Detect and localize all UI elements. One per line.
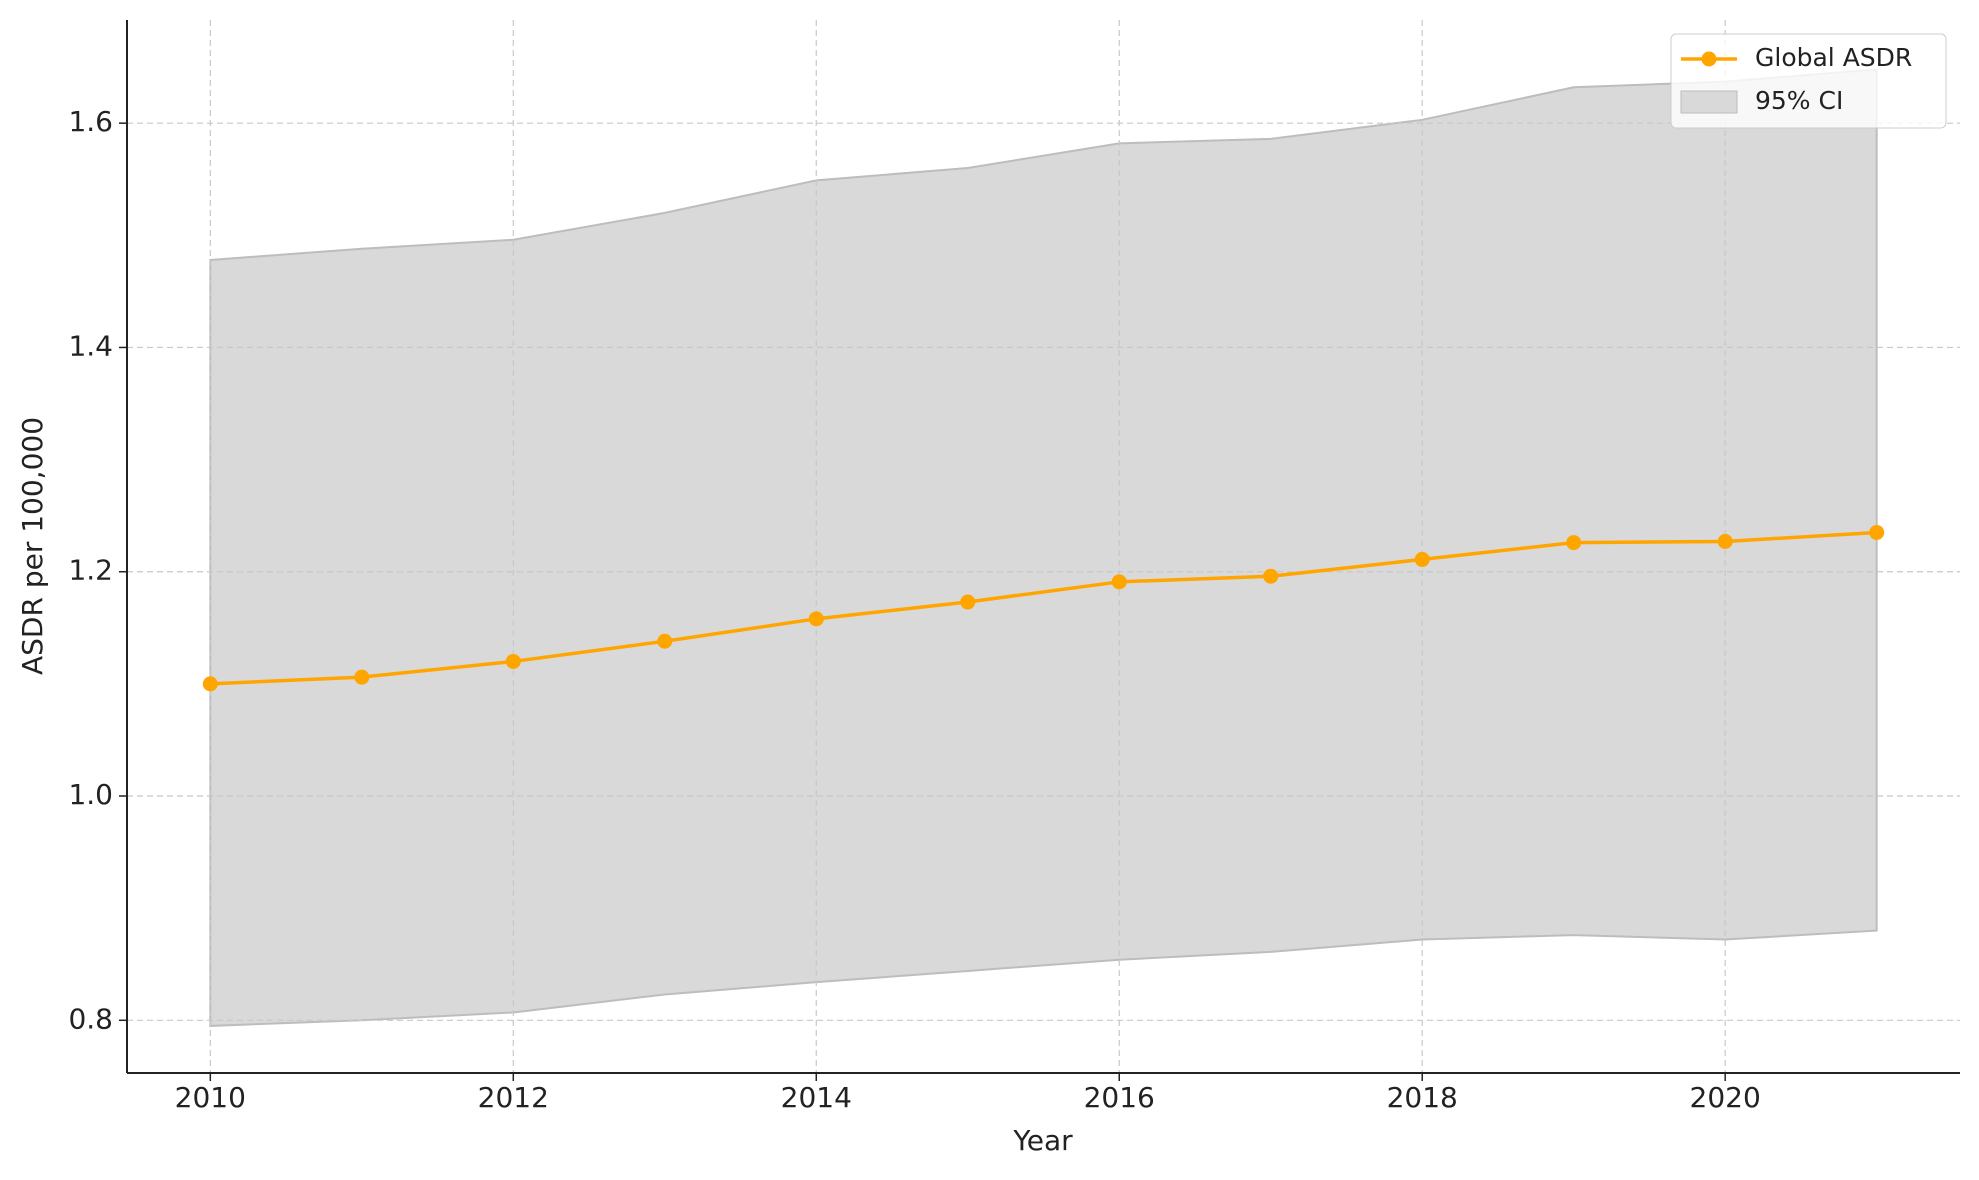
y-tick-label: 0.8 [68,1002,113,1035]
grid [127,20,1960,1073]
y-axis-label: ASDR per 100,000 [16,417,49,675]
data-point [1111,574,1127,590]
y-tick-label: 1.2 [68,554,113,587]
data-point [960,594,976,610]
data-point [505,653,521,669]
legend: Global ASDR 95% CI [1670,33,1947,129]
legend-label: 95% CI [1755,86,1843,115]
legend-marker [1701,51,1717,67]
data-point [1566,535,1582,551]
y-tick-label: 1.0 [68,778,113,811]
x-axis-label: Year [1012,1124,1073,1157]
y-tick-label: 1.4 [68,329,113,362]
ci-area [209,68,1878,1027]
x-tick-label: 2014 [781,1081,852,1114]
data-point [354,669,370,685]
series-line [210,530,1877,686]
data-point [1717,533,1733,549]
data-point [1414,551,1430,567]
x-tick-label: 2010 [175,1081,246,1114]
x-tick-label: 2018 [1387,1081,1458,1114]
data-point [808,611,824,627]
legend-label: Global ASDR [1755,43,1912,72]
x-tick-label: 2012 [478,1081,549,1114]
y-tick-label: 1.6 [68,105,113,138]
x-tick-label: 2016 [1084,1081,1155,1114]
data-point [1869,524,1885,540]
data-point [1263,568,1279,584]
legend-box [1670,33,1947,129]
data-point [657,633,673,649]
x-tick-label: 2020 [1690,1081,1761,1114]
data-point [202,676,218,692]
legend-swatch [1680,90,1738,114]
